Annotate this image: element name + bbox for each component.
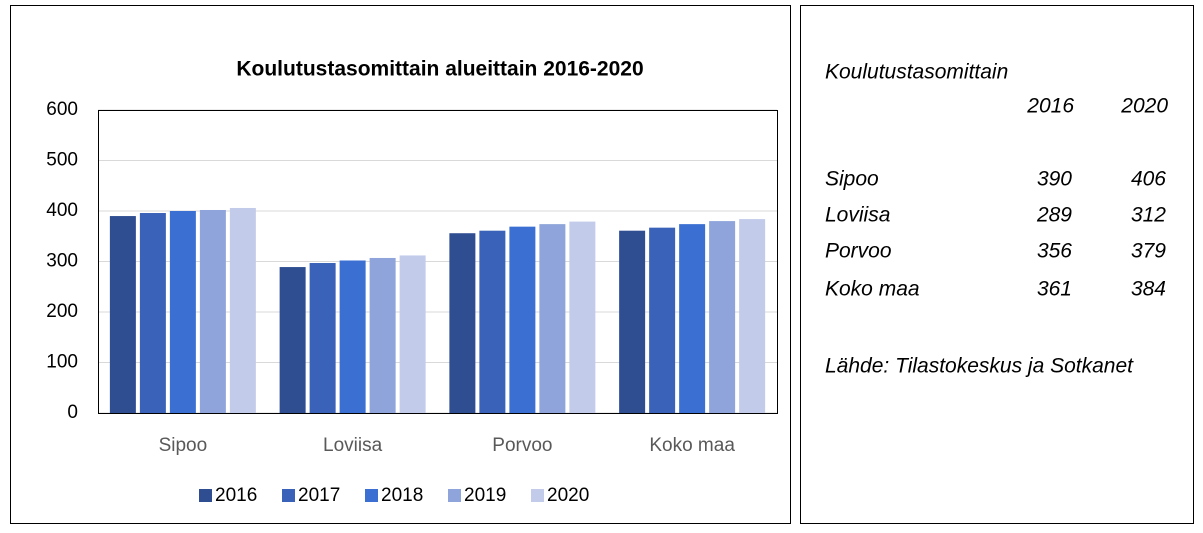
cell: 390 xyxy=(1037,168,1072,191)
legend-swatch xyxy=(199,489,212,502)
x-tick-label: Sipoo xyxy=(159,435,208,456)
y-tick-label: 200 xyxy=(46,301,78,322)
y-tick-label: 300 xyxy=(46,251,78,272)
column-header: 2016 xyxy=(1026,95,1074,118)
bar xyxy=(279,267,306,413)
side-panel: Koulutustasomittain 2016 2020 Lähde: Til… xyxy=(825,61,1168,378)
chart-title: Koulutustasomittain alueittain 2016-2020 xyxy=(236,58,643,81)
bar xyxy=(479,230,506,413)
row-label: Sipoo xyxy=(825,168,879,191)
legend-label: 2020 xyxy=(547,485,589,506)
bar xyxy=(309,263,336,413)
bar xyxy=(539,224,566,413)
legend-swatch xyxy=(365,489,378,502)
bar xyxy=(679,224,706,413)
bar xyxy=(109,216,136,413)
y-tick-label: 500 xyxy=(46,150,78,171)
bar xyxy=(739,219,766,413)
bar xyxy=(399,255,426,413)
side-frame xyxy=(800,5,1194,524)
bar xyxy=(229,207,256,413)
bar xyxy=(169,211,196,413)
source: Lähde: Tilastokeskus ja Sotkanet xyxy=(825,355,1134,378)
column-header: 2020 xyxy=(1120,95,1168,118)
bar xyxy=(139,213,166,413)
row-label: Koko maa xyxy=(825,278,920,301)
cell: 379 xyxy=(1131,240,1166,263)
legend-label: 2018 xyxy=(381,485,423,506)
legend-label: 2019 xyxy=(464,485,506,506)
cell: 289 xyxy=(1036,204,1072,227)
x-tick-label: Porvoo xyxy=(492,435,552,456)
x-tick-label: Loviisa xyxy=(323,435,383,456)
cell: 356 xyxy=(1037,240,1072,263)
y-tick-label: 400 xyxy=(46,200,78,221)
legend-swatch xyxy=(282,489,295,502)
bar xyxy=(569,221,596,413)
bar xyxy=(619,230,646,413)
row-label: Loviisa xyxy=(825,204,890,227)
bar xyxy=(649,227,676,413)
row-label: Porvoo xyxy=(825,240,892,263)
bar xyxy=(369,257,396,413)
y-tick-label: 600 xyxy=(46,99,78,120)
y-tick-label: 0 xyxy=(67,402,78,423)
y-tick-label: 100 xyxy=(46,352,78,373)
cell: 384 xyxy=(1131,278,1166,301)
legend-label: 2016 xyxy=(215,485,257,506)
bar xyxy=(449,233,476,413)
cell: 312 xyxy=(1131,204,1166,227)
bar xyxy=(339,260,366,413)
legend-swatch xyxy=(448,489,461,502)
cell: 406 xyxy=(1131,168,1166,191)
bar xyxy=(509,226,536,413)
x-tick-label: Koko maa xyxy=(649,435,735,456)
bar xyxy=(709,221,736,413)
legend-label: 2017 xyxy=(298,485,340,506)
plot: 0 100 200 300 400 500 600 Sipoo Loviisa Porvoo Kok… xyxy=(46,99,777,506)
plot-frame xyxy=(98,110,778,414)
side-title: Koulutustasomittain xyxy=(825,61,1008,84)
bar xyxy=(199,209,226,413)
cell: 361 xyxy=(1037,278,1072,301)
legend-swatch xyxy=(531,489,544,502)
